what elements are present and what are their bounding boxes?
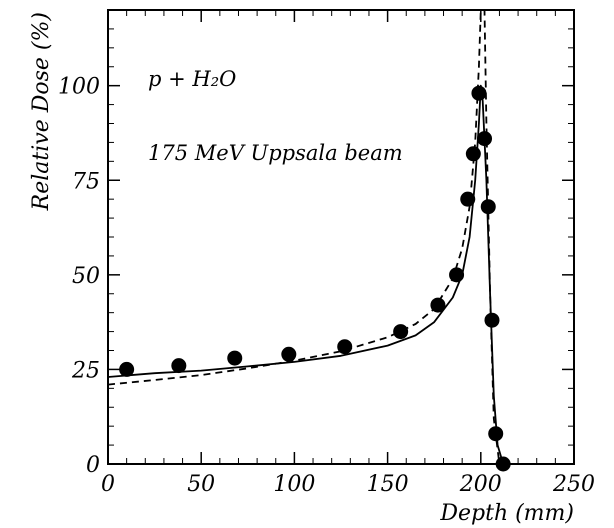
annotation-beam: 175 MeV Uppsala beam bbox=[148, 141, 403, 165]
data-point bbox=[227, 350, 243, 366]
x-tick-label: 100 bbox=[273, 472, 315, 497]
data-point bbox=[171, 358, 187, 374]
data-point bbox=[484, 312, 500, 328]
y-tick-label: 75 bbox=[72, 169, 100, 194]
x-tick-label: 200 bbox=[459, 472, 502, 497]
marks-layer bbox=[108, 10, 511, 472]
x-tick-label: 50 bbox=[187, 472, 215, 497]
x-axis-label: Depth (mm) bbox=[439, 501, 574, 526]
y-tick-label: 25 bbox=[71, 358, 100, 383]
y-tick-label: 0 bbox=[86, 453, 100, 478]
dashed-curve bbox=[108, 10, 501, 464]
data-point bbox=[393, 324, 409, 340]
y-tick-label: 50 bbox=[72, 264, 100, 289]
y-axis-label: Relative Dose (%) bbox=[29, 12, 54, 211]
data-point bbox=[460, 191, 476, 207]
x-tick-label: 150 bbox=[367, 472, 409, 497]
ticks-layer: 0 50 100 150 200 250 0 25 50 75 100 bbox=[58, 9, 595, 497]
data-point bbox=[337, 339, 353, 355]
x-tick-label: 250 bbox=[552, 472, 595, 497]
x-tick-label: 0 bbox=[101, 472, 115, 497]
y-tick-label: 100 bbox=[58, 75, 100, 100]
annotation-reaction: p + H₂O bbox=[148, 67, 236, 91]
data-point bbox=[119, 361, 135, 377]
data-point bbox=[471, 85, 487, 101]
data-point bbox=[281, 346, 297, 362]
